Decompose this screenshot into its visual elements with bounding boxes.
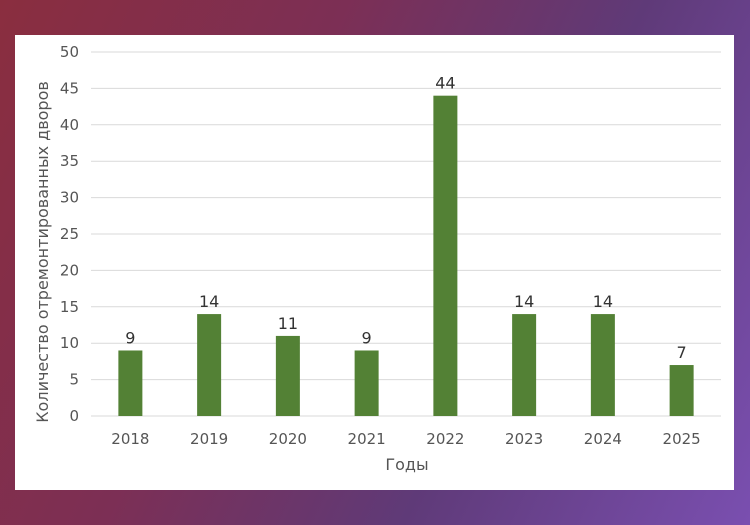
y-tick-label: 20 — [60, 261, 79, 279]
data-label-2025: 7 — [677, 343, 687, 362]
x-tick-label-2018: 2018 — [111, 430, 149, 448]
bar-2024 — [590, 314, 615, 416]
y-axis-title: Количество отремонтированных дворов — [33, 81, 52, 423]
data-label-2021: 9 — [362, 328, 372, 347]
x-tick-label-2021: 2021 — [348, 430, 386, 448]
x-tick-label-2025: 2025 — [663, 430, 701, 448]
y-tick-label: 50 — [60, 43, 79, 61]
y-tick-label: 25 — [60, 225, 79, 243]
bar-2018 — [118, 350, 143, 416]
data-label-2019: 14 — [199, 292, 219, 311]
x-tick-label-2019: 2019 — [190, 430, 228, 448]
bar-2025 — [669, 365, 694, 416]
data-label-2022: 44 — [435, 74, 455, 93]
x-tick-label-2022: 2022 — [426, 430, 464, 448]
bar-2022 — [433, 95, 458, 417]
bars — [118, 95, 694, 417]
y-tick-label: 0 — [69, 407, 79, 425]
x-tick-label-2023: 2023 — [505, 430, 543, 448]
chart-card: 0 5 10 15 20 25 30 35 40 45 50 9 14 11 9 44 14 14 7 2018 2… — [15, 35, 734, 490]
bar-2020 — [275, 335, 300, 416]
bar-2019 — [197, 314, 222, 416]
y-tick-label: 35 — [60, 152, 79, 170]
y-tick-label: 10 — [60, 334, 79, 352]
gridlines — [91, 51, 721, 417]
bar-2021 — [354, 350, 379, 416]
data-label-2018: 9 — [125, 328, 135, 347]
x-tick-label-2024: 2024 — [584, 430, 622, 448]
data-label-2020: 11 — [278, 314, 298, 333]
data-label-2023: 14 — [514, 292, 534, 311]
data-label-2024: 14 — [593, 292, 613, 311]
y-axis-ticks: 0 5 10 15 20 25 30 35 40 45 50 — [60, 43, 79, 425]
x-axis-ticks: 2018 2019 2020 2021 2022 2023 2024 2025 — [111, 430, 700, 448]
x-axis-title: Годы — [385, 455, 428, 474]
bar-2023 — [512, 314, 537, 416]
y-tick-label: 40 — [60, 116, 79, 134]
y-tick-label: 15 — [60, 298, 79, 316]
data-labels: 9 14 11 9 44 14 14 7 — [125, 74, 686, 362]
y-tick-label: 5 — [69, 371, 79, 389]
y-tick-label: 30 — [60, 189, 79, 207]
y-tick-label: 45 — [60, 79, 79, 97]
x-tick-label-2020: 2020 — [269, 430, 307, 448]
